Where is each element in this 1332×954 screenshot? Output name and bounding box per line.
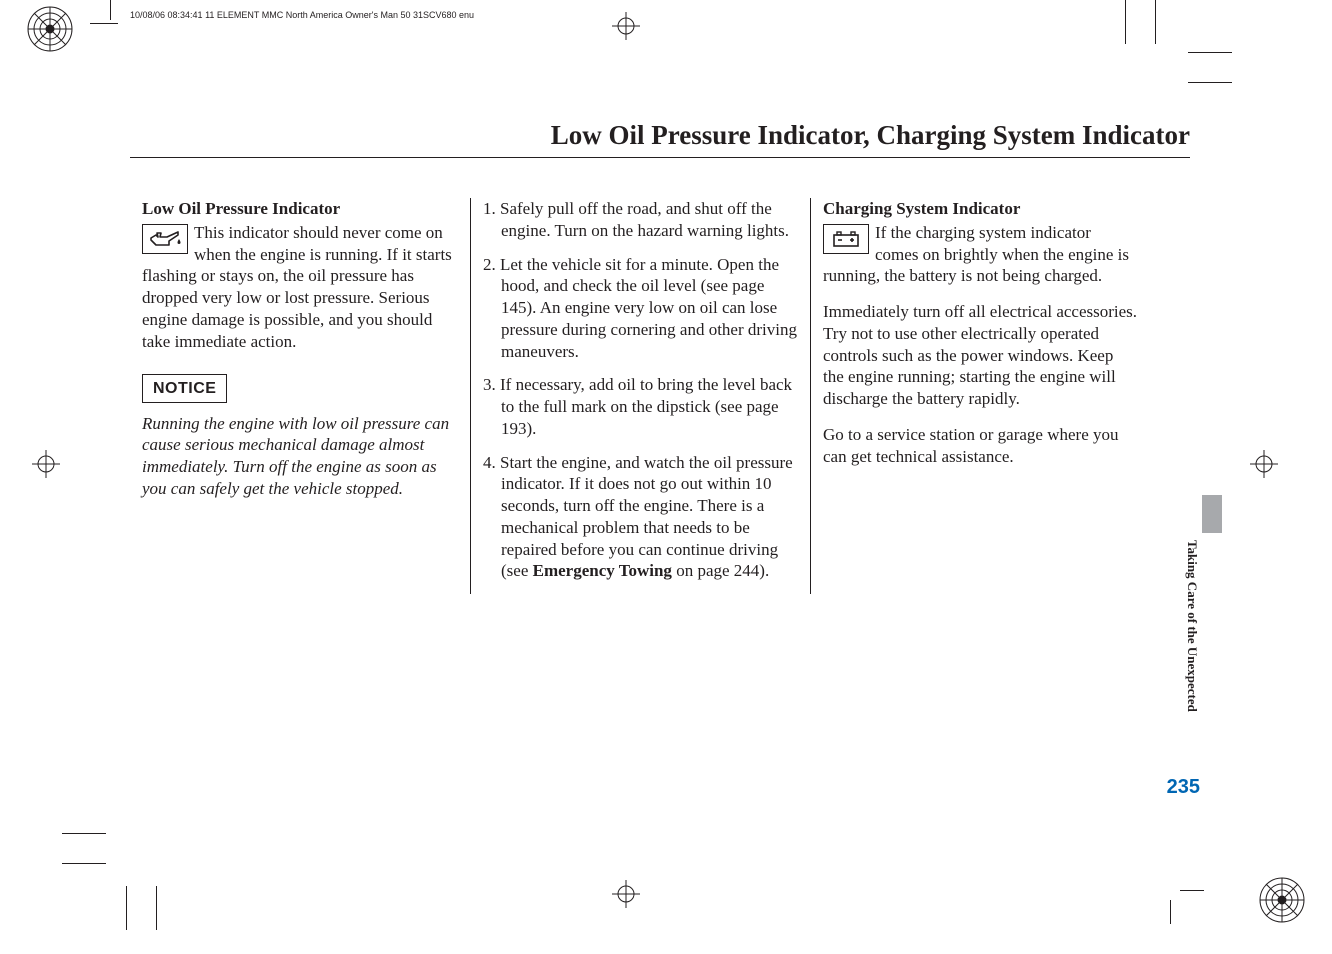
col3-heading: Charging System Indicator [823, 198, 1138, 220]
notice-body: Running the engine with low oil pressure… [142, 413, 458, 500]
registration-mark-icon [32, 450, 60, 478]
col1-heading: Low Oil Pressure Indicator [142, 198, 458, 220]
section-tab [1202, 495, 1222, 533]
section-label: Taking Care of the Unexpected [1184, 540, 1200, 712]
crop-mark [1125, 0, 1126, 44]
registration-mark-icon [1250, 450, 1278, 478]
crop-mark [1180, 890, 1204, 891]
notice-box: NOTICE [142, 374, 227, 402]
page-number: 235 [1167, 776, 1200, 799]
crop-mark [156, 886, 157, 930]
crop-mark [1170, 900, 1171, 924]
print-slug: 10/08/06 08:34:41 11 ELEMENT MMC North A… [130, 10, 474, 20]
content-columns: Low Oil Pressure Indicator This indicato… [130, 198, 1190, 594]
col1-body-text: This indicator should never come on when… [142, 223, 452, 351]
oil-can-icon [142, 224, 188, 254]
col3-p1: If the charging system indicator comes o… [823, 222, 1138, 287]
registration-mark-icon [612, 12, 640, 40]
step-2: Let the vehicle sit for a minute. Open t… [483, 254, 798, 363]
col3-p3: Go to a service station or garage where … [823, 424, 1138, 468]
color-bar-icon [26, 5, 74, 53]
crop-mark [90, 23, 118, 24]
crop-mark [62, 863, 106, 864]
registration-mark-icon [612, 880, 640, 908]
crop-mark [126, 886, 127, 930]
crop-mark [62, 833, 106, 834]
steps-list: Safely pull off the road, and shut off t… [483, 198, 798, 582]
col3-p2: Immediately turn off all electrical acce… [823, 301, 1138, 410]
col1-body: This indicator should never come on when… [142, 222, 458, 353]
step-3: If necessary, add oil to bring the level… [483, 374, 798, 439]
crop-mark [1155, 0, 1156, 44]
color-bar-icon [1258, 876, 1306, 924]
crop-mark [1188, 82, 1232, 83]
battery-icon [823, 224, 869, 254]
crop-mark [1188, 52, 1232, 53]
column-3: Charging System Indicator If the chargin… [810, 198, 1150, 594]
step-1: Safely pull off the road, and shut off t… [483, 198, 798, 242]
step-4: Start the engine, and watch the oil pres… [483, 452, 798, 583]
crop-mark [110, 0, 111, 20]
column-2: Safely pull off the road, and shut off t… [470, 198, 810, 594]
step4-bold: Emergency Towing [533, 561, 672, 580]
page-content: Low Oil Pressure Indicator, Charging Sys… [130, 120, 1190, 594]
step4-b: on page 244). [672, 561, 769, 580]
notice-label: NOTICE [153, 380, 216, 397]
column-1: Low Oil Pressure Indicator This indicato… [130, 198, 470, 594]
page-title: Low Oil Pressure Indicator, Charging Sys… [130, 120, 1190, 158]
